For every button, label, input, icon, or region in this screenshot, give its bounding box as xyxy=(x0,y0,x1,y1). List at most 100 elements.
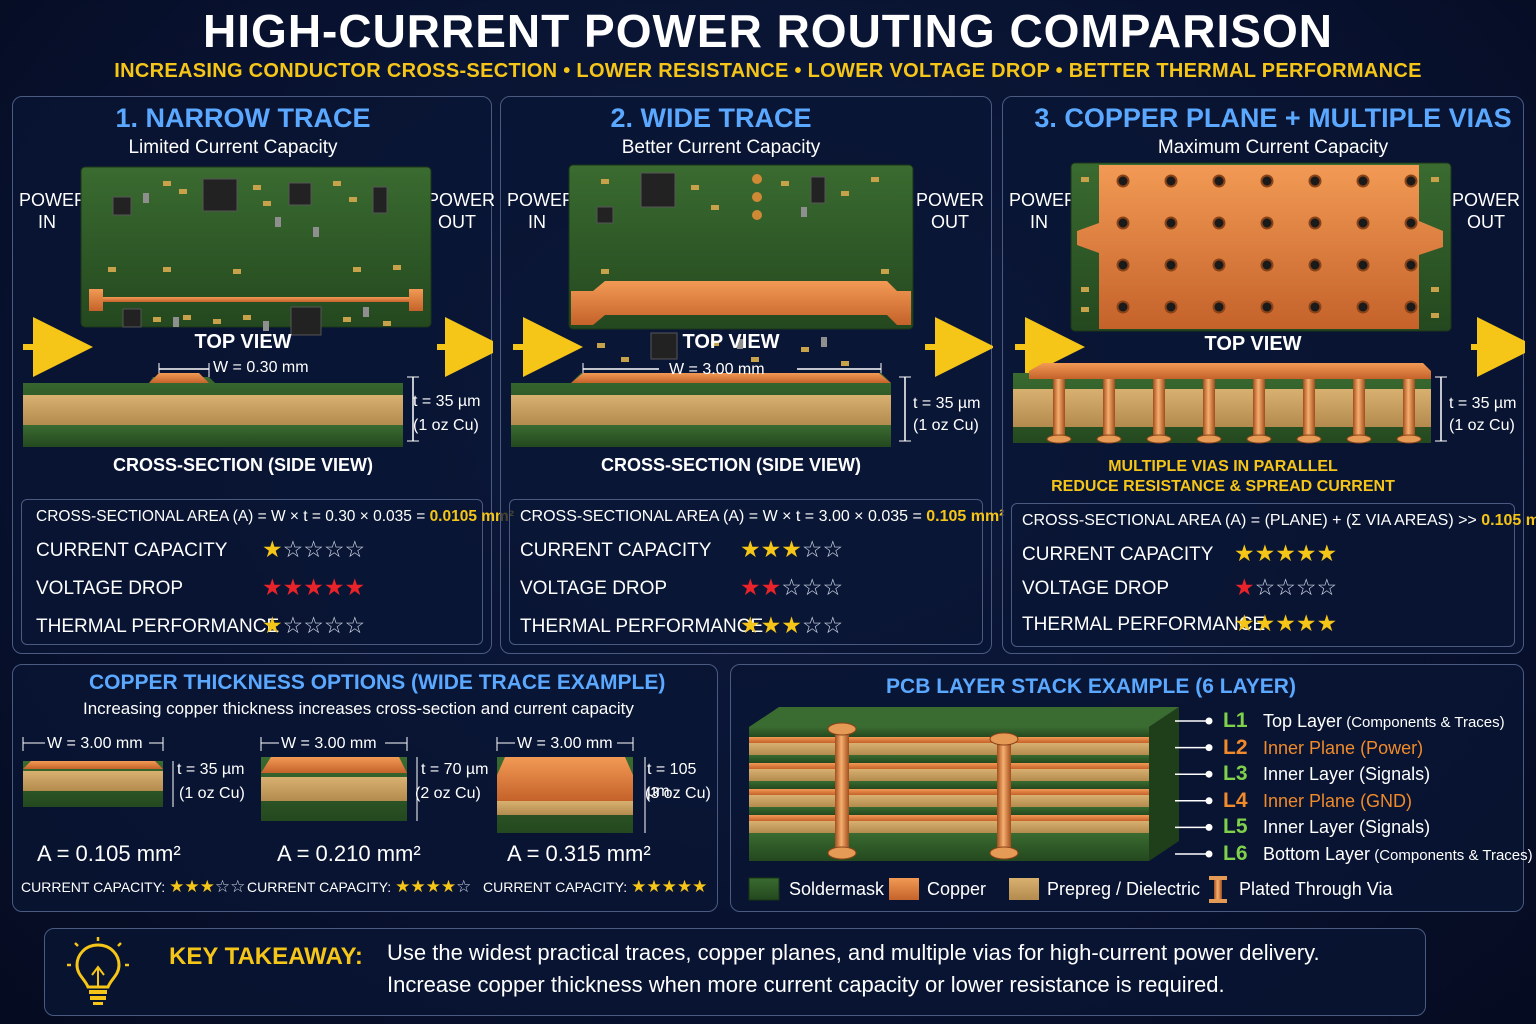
layer-leader-lines xyxy=(1175,717,1213,858)
current-capacity-stars: ★☆☆☆☆ xyxy=(262,536,365,563)
star-filled-icon: ★ xyxy=(676,877,693,896)
legend-prepreg: Prepreg / Dielectric xyxy=(1047,879,1201,899)
option-3-area: A = 0.315 mm² xyxy=(507,841,651,866)
layer-id: L1 xyxy=(1223,709,1248,732)
layer-name: Top Layer xyxy=(1263,711,1343,731)
layer-name: Inner Plane (GND) xyxy=(1263,790,1413,811)
via-hole xyxy=(1212,300,1226,314)
leader-dot xyxy=(1205,744,1213,752)
star-empty-icon: ☆ xyxy=(303,536,324,562)
star-filled-icon: ★ xyxy=(303,574,324,600)
via-hole xyxy=(1164,174,1178,188)
via-right xyxy=(989,732,1019,860)
star-empty-icon: ☆ xyxy=(822,612,844,638)
thermal-stars: ★★★☆☆ xyxy=(740,612,843,639)
option-1-t: t = 35 µm xyxy=(177,761,245,778)
page-title: HIGH-CURRENT POWER ROUTING COMPARISON xyxy=(203,5,1333,57)
pcb-board xyxy=(80,166,432,328)
star-empty-icon: ☆ xyxy=(282,536,304,562)
stack-slab xyxy=(749,821,1149,833)
via-column xyxy=(1353,379,1365,439)
leader-dot xyxy=(1205,823,1213,831)
panel-title: 2. WIDE TRACE xyxy=(610,103,812,133)
layer-detail: (Components & Traces) xyxy=(1370,847,1533,864)
thickness-option-3 xyxy=(496,737,646,833)
via-hole xyxy=(1116,174,1130,188)
panel-copper-thickness: COPPER THICKNESS OPTIONS (WIDE TRACE EXA… xyxy=(12,664,718,912)
layer-name: Inner Plane (Power) xyxy=(1263,737,1424,758)
star-empty-icon: ☆ xyxy=(323,612,345,638)
option-3-capacity: CURRENT CAPACITY: ★★★★★ xyxy=(483,877,708,896)
via-hole xyxy=(1164,216,1178,230)
via-column xyxy=(1153,379,1165,439)
stack-slab xyxy=(749,727,1149,737)
thickness-option-2 xyxy=(260,737,418,821)
stack-slab xyxy=(749,737,1149,743)
rating-label: VOLTAGE DROP xyxy=(36,578,184,599)
via-foot xyxy=(1096,434,1122,444)
key-takeaway-box: KEY TAKEAWAY: Use the widest practical t… xyxy=(44,928,1426,1016)
star-filled-icon: ★ xyxy=(440,877,457,896)
star-filled-icon: ★ xyxy=(199,877,215,896)
via-hole xyxy=(1356,174,1370,188)
via-foot xyxy=(1146,434,1172,444)
layer-name: Inner Layer (Signals) xyxy=(1263,817,1431,838)
via-foot xyxy=(1296,434,1322,444)
star-filled-icon: ★ xyxy=(1316,610,1338,636)
panel-copper-plane: 3. COPPER PLANE + MULTIPLE VIAS Maximum … xyxy=(1002,96,1536,654)
star-empty-icon: ☆ xyxy=(781,574,802,600)
star-filled-icon: ★ xyxy=(646,877,662,896)
star-filled-icon: ★ xyxy=(1295,540,1317,566)
area-formula: CROSS-SECTIONAL AREA (A) = (PLANE) + (Σ … xyxy=(1022,512,1536,529)
rating-label: THERMAL PERFORMANCE xyxy=(520,616,764,637)
star-filled-icon: ★ xyxy=(1316,540,1338,566)
cross-section-label: CROSS-SECTION (SIDE VIEW) xyxy=(112,455,373,475)
trace-copper xyxy=(149,373,209,383)
via-column xyxy=(1303,379,1315,439)
trace-copper xyxy=(571,373,891,383)
star-filled-icon: ★ xyxy=(344,574,366,600)
section-title: COPPER THICKNESS OPTIONS (WIDE TRACE EXA… xyxy=(89,671,666,694)
via-hole xyxy=(1260,258,1274,272)
star-filled-icon: ★ xyxy=(760,612,782,638)
option-2-oz: (2 oz Cu) xyxy=(415,785,481,802)
star-filled-icon: ★ xyxy=(1254,540,1276,566)
panel-title: 3. COPPER PLANE + MULTIPLE VIAS xyxy=(1034,103,1512,133)
layer-label-l6: L6 Bottom Layer (Components & Traces) xyxy=(1223,842,1533,866)
star-empty-icon: ☆ xyxy=(344,536,366,562)
panel-layer-stack: PCB LAYER STACK EXAMPLE (6 LAYER) L1 Top … xyxy=(730,664,1533,912)
star-filled-icon: ★ xyxy=(740,574,761,600)
option-3-t: t = 105 µm xyxy=(647,761,697,800)
star-filled-icon: ★ xyxy=(1295,610,1317,636)
via-foot xyxy=(1346,434,1372,444)
power-in-label: POWER IN xyxy=(507,190,576,232)
width-label: W = 3.00 mm xyxy=(669,361,765,378)
star-filled-icon: ★ xyxy=(661,877,677,896)
lightbulb-icon xyxy=(67,937,129,1005)
legend-soldermask: Soldermask xyxy=(789,879,885,899)
option-2-t: t = 70 µm xyxy=(421,761,489,778)
stack-slab xyxy=(749,755,1149,763)
area-formula: CROSS-SECTIONAL AREA (A) = W × t = 3.00 … xyxy=(520,508,1005,525)
star-filled-icon: ★ xyxy=(184,877,200,896)
legend-prepreg-swatch xyxy=(1009,878,1039,900)
page-subtitle: INCREASING CONDUCTOR CROSS-SECTION • LOW… xyxy=(114,60,1422,82)
via-hole xyxy=(1404,216,1418,230)
star-filled-icon: ★ xyxy=(262,612,283,638)
rating-box: CROSS-SECTIONAL AREA (A) = W × t = 3.00 … xyxy=(509,499,1005,645)
star-empty-icon: ☆ xyxy=(801,612,823,638)
star-filled-icon: ★ xyxy=(631,877,647,896)
option-3-width: W = 3.00 mm xyxy=(517,735,613,752)
via-hole xyxy=(1164,300,1178,314)
star-empty-icon: ☆ xyxy=(1295,574,1317,600)
rating-label: THERMAL PERFORMANCE xyxy=(36,616,280,637)
area-formula: CROSS-SECTIONAL AREA (A) = W × t = 0.30 … xyxy=(36,508,515,525)
star-empty-icon: ☆ xyxy=(1254,574,1276,600)
via-hole xyxy=(1260,300,1274,314)
leader-dot xyxy=(1205,850,1213,858)
prepreg-layer xyxy=(23,395,403,425)
option-2-width: W = 3.00 mm xyxy=(281,735,377,752)
thickness-diagrams xyxy=(22,737,646,833)
section-title: PCB LAYER STACK EXAMPLE (6 LAYER) xyxy=(886,675,1296,698)
wide-trace-cross-section xyxy=(511,363,911,447)
